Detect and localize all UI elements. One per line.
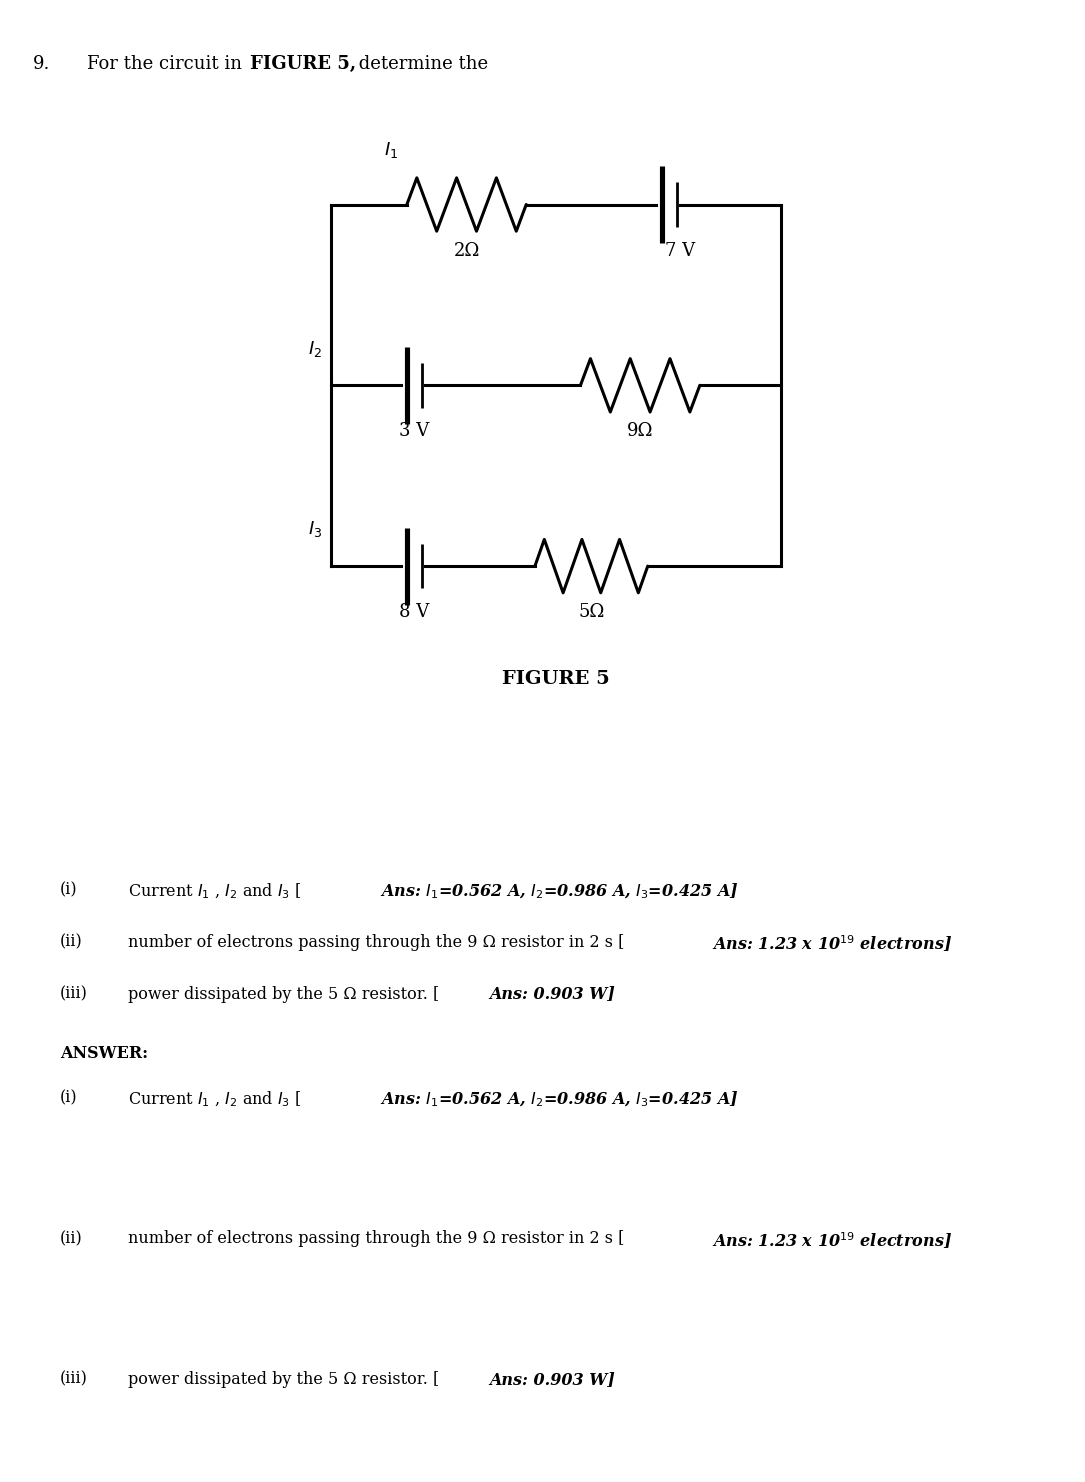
Text: Ans: $I_1$=0.562 A, $I_2$=0.986 A, $I_3$=0.425 A]: Ans: $I_1$=0.562 A, $I_2$=0.986 A, $I_3$… [380, 1089, 738, 1109]
Text: 9Ω: 9Ω [627, 422, 653, 440]
Text: Ans: 1.23 x 10$^{19}$ electrons]: Ans: 1.23 x 10$^{19}$ electrons] [712, 1230, 952, 1251]
Text: $I_3$: $I_3$ [308, 520, 322, 539]
Text: $I_1$: $I_1$ [383, 141, 398, 160]
Text: 8 V: 8 V [399, 603, 430, 621]
Text: ANSWER:: ANSWER: [60, 1045, 148, 1061]
Text: 5Ω: 5Ω [578, 603, 604, 621]
Text: Ans: 0.903 W]: Ans: 0.903 W] [489, 1371, 615, 1387]
Text: 3 V: 3 V [399, 422, 430, 440]
Text: (ii): (ii) [60, 934, 82, 950]
Text: Ans: $I_1$=0.562 A, $I_2$=0.986 A, $I_3$=0.425 A]: Ans: $I_1$=0.562 A, $I_2$=0.986 A, $I_3$… [380, 882, 738, 901]
Text: number of electrons passing through the 9 Ω resistor in 2 s [: number of electrons passing through the … [128, 1230, 624, 1246]
Text: power dissipated by the 5 Ω resistor. [: power dissipated by the 5 Ω resistor. [ [128, 1371, 439, 1387]
Text: FIGURE 5: FIGURE 5 [502, 670, 610, 688]
Text: For the circuit in: For the circuit in [87, 55, 247, 73]
Text: Current $I_1$ , $I_2$ and $I_3$ [: Current $I_1$ , $I_2$ and $I_3$ [ [128, 882, 302, 901]
Text: Ans: 0.903 W]: Ans: 0.903 W] [489, 986, 615, 1002]
Text: 9.: 9. [33, 55, 50, 73]
Text: number of electrons passing through the 9 Ω resistor in 2 s [: number of electrons passing through the … [128, 934, 624, 950]
Text: (iii): (iii) [60, 1371, 88, 1387]
Text: determine the: determine the [353, 55, 488, 73]
Text: (i): (i) [60, 1089, 77, 1106]
Text: (i): (i) [60, 882, 77, 898]
Text: power dissipated by the 5 Ω resistor. [: power dissipated by the 5 Ω resistor. [ [128, 986, 439, 1002]
Text: 2Ω: 2Ω [454, 242, 480, 259]
Text: (iii): (iii) [60, 986, 88, 1002]
Text: $I_2$: $I_2$ [308, 339, 322, 359]
Text: Ans: 1.23 x 10$^{19}$ electrons]: Ans: 1.23 x 10$^{19}$ electrons] [712, 934, 952, 954]
Text: 7 V: 7 V [665, 242, 695, 259]
Text: FIGURE 5,: FIGURE 5, [250, 55, 356, 73]
Text: (ii): (ii) [60, 1230, 82, 1246]
Text: Current $I_1$ , $I_2$ and $I_3$ [: Current $I_1$ , $I_2$ and $I_3$ [ [128, 1089, 302, 1109]
